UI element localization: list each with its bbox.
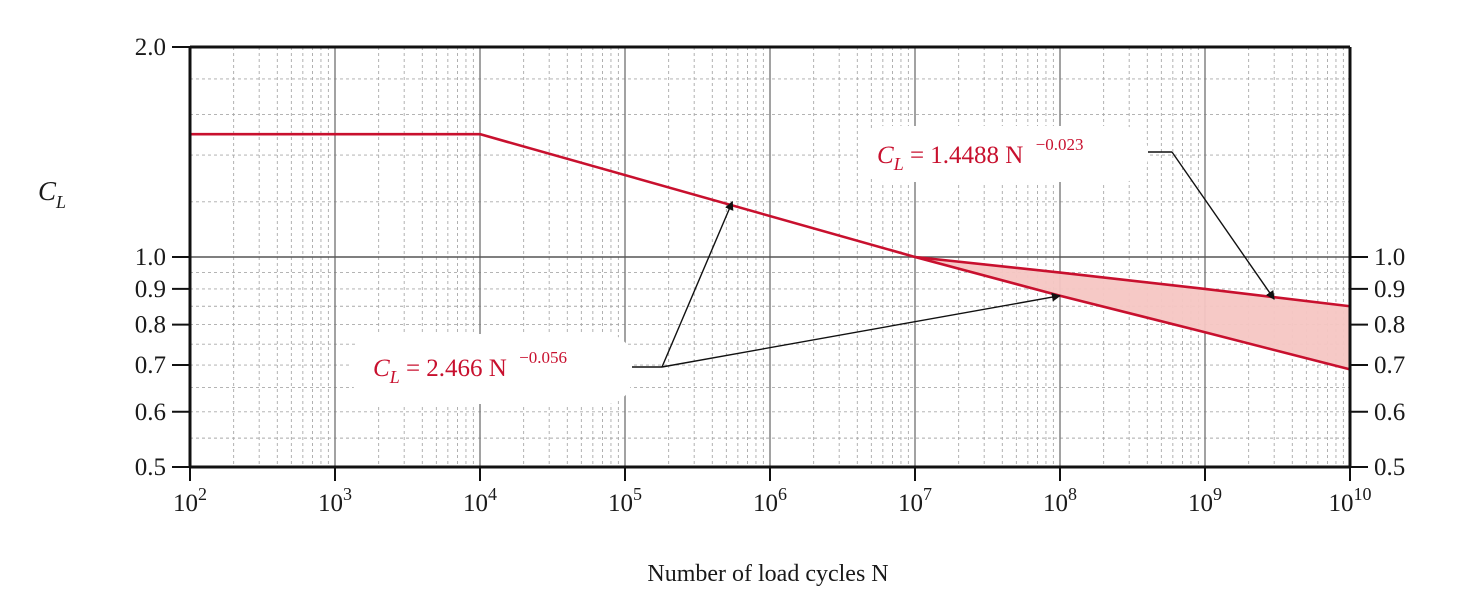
x-tick-base: 10 bbox=[608, 490, 633, 517]
x-tick-base: 10 bbox=[463, 490, 488, 517]
annotation-background bbox=[858, 126, 1148, 182]
y-tick-label-right: 0.7 bbox=[1374, 352, 1405, 379]
annotation-exponent: −0.056 bbox=[519, 348, 567, 367]
x-tick-exponent: 5 bbox=[633, 484, 642, 504]
x-tick-base: 10 bbox=[1043, 490, 1068, 517]
x-tick-label: 102 bbox=[173, 484, 207, 517]
annotation-arrow bbox=[661, 292, 1061, 368]
annotation-exponent: −0.023 bbox=[1036, 135, 1084, 154]
x-tick-base: 10 bbox=[1329, 490, 1354, 517]
annotation-subscript: L bbox=[389, 367, 400, 387]
annotation-arrow bbox=[1171, 151, 1275, 300]
annotation-2: CL = 2.466 N −0.056 bbox=[352, 200, 1061, 404]
x-tick-exponent: 9 bbox=[1213, 484, 1222, 504]
x-tick-exponent: 4 bbox=[488, 484, 497, 504]
x-tick-base: 10 bbox=[753, 490, 778, 517]
series-lines bbox=[190, 132, 1351, 371]
annotation-equation: = 1.4488 N bbox=[904, 142, 1030, 169]
y-tick-label-left: 0.7 bbox=[135, 352, 166, 379]
x-tick-base: 10 bbox=[173, 490, 198, 517]
y-tick-label-right: 1.0 bbox=[1374, 244, 1405, 271]
annotation-symbol: C bbox=[877, 142, 894, 169]
x-tick-exponent: 7 bbox=[923, 484, 932, 504]
annotation-equation: = 2.466 N bbox=[400, 355, 513, 382]
y-tick-label-left: 1.0 bbox=[135, 244, 166, 271]
y-tick-label-right: 0.9 bbox=[1374, 276, 1405, 303]
x-tick-exponent: 10 bbox=[1354, 484, 1372, 504]
annotation-label: CL = 2.466 N −0.056 bbox=[373, 348, 567, 387]
y-tick-label-left: 2.0 bbox=[135, 34, 166, 61]
x-tick-label: 105 bbox=[608, 484, 642, 517]
series-line-2 bbox=[914, 255, 1351, 308]
tick-labels: 2.01.00.90.80.70.60.51.00.90.80.70.60.51… bbox=[135, 34, 1406, 517]
annotation-subscript: L bbox=[893, 154, 904, 174]
annotation-arrow bbox=[661, 200, 734, 368]
x-tick-exponent: 3 bbox=[343, 484, 352, 504]
x-tick-exponent: 2 bbox=[198, 484, 207, 504]
y-tick-label-right: 0.5 bbox=[1374, 454, 1405, 481]
x-tick-label: 103 bbox=[318, 484, 352, 517]
annotation-1: CL = 1.4488 N −0.023 bbox=[858, 126, 1275, 300]
y-tick-label-left: 0.5 bbox=[135, 454, 166, 481]
x-tick-base: 10 bbox=[1188, 490, 1213, 517]
y-axis-label: CL bbox=[38, 176, 66, 212]
y-tick-label-right: 0.6 bbox=[1374, 399, 1405, 426]
annotation-symbol: C bbox=[373, 355, 390, 382]
y-tick-label-right: 0.8 bbox=[1374, 312, 1405, 339]
x-tick-base: 10 bbox=[318, 490, 343, 517]
x-axis-label: Number of load cycles N bbox=[647, 561, 888, 587]
annotation-label: CL = 1.4488 N −0.023 bbox=[877, 135, 1083, 174]
x-tick-label: 108 bbox=[1043, 484, 1077, 517]
x-tick-label: 107 bbox=[898, 484, 932, 517]
y-tick-label-left: 0.9 bbox=[135, 276, 166, 303]
annotation-background bbox=[352, 334, 632, 404]
x-tick-exponent: 8 bbox=[1068, 484, 1077, 504]
x-tick-label: 104 bbox=[463, 484, 497, 517]
y-tick-label-left: 0.6 bbox=[135, 399, 166, 426]
x-tick-label: 109 bbox=[1188, 484, 1222, 517]
y-tick-label-left: 0.8 bbox=[135, 312, 166, 339]
x-tick-exponent: 6 bbox=[778, 484, 787, 504]
series-line-1 bbox=[190, 132, 1351, 371]
major-grid bbox=[189, 47, 1351, 467]
x-tick-label: 106 bbox=[753, 484, 787, 517]
x-tick-base: 10 bbox=[898, 490, 923, 517]
x-tick-label: 1010 bbox=[1329, 484, 1372, 517]
